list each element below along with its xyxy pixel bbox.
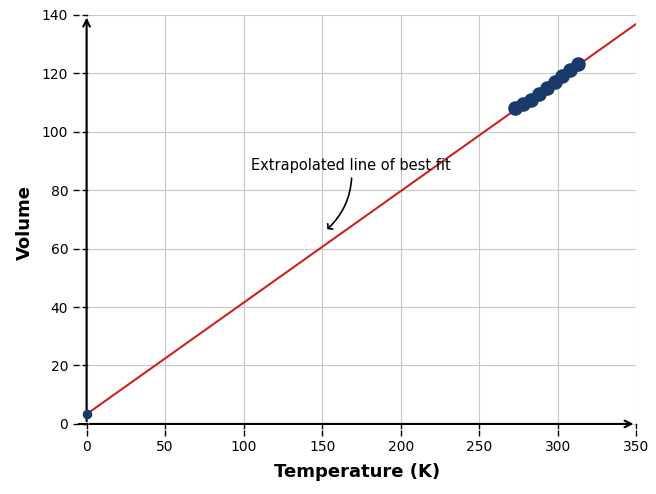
Point: [81, 410, 92, 418]
X-axis label: Temperature (K): Temperature (K): [274, 462, 441, 481]
Point: [565, 66, 575, 74]
Point: [542, 84, 552, 92]
Point: [534, 90, 544, 98]
Point: [549, 78, 560, 86]
Y-axis label: Volume: Volume: [16, 185, 33, 260]
Point: [518, 100, 529, 108]
Point: [526, 96, 537, 104]
Text: Extrapolated line of best fit: Extrapolated line of best fit: [251, 158, 451, 229]
Point: [510, 104, 521, 112]
Point: [557, 72, 567, 80]
Point: [573, 61, 583, 69]
